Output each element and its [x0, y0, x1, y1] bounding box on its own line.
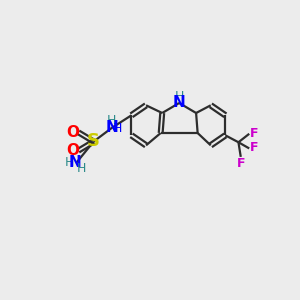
Text: S: S	[87, 133, 100, 151]
Text: H: H	[64, 156, 74, 169]
Text: F: F	[236, 157, 245, 169]
Text: F: F	[250, 127, 259, 140]
Text: N: N	[106, 120, 118, 135]
Text: N: N	[69, 155, 82, 170]
Text: N: N	[173, 95, 185, 110]
Text: O: O	[66, 143, 80, 158]
Text: F: F	[250, 141, 259, 154]
Text: H: H	[175, 90, 184, 103]
Text: O: O	[66, 125, 80, 140]
Text: H: H	[113, 122, 122, 135]
Text: H: H	[77, 162, 86, 175]
Text: H: H	[107, 114, 116, 127]
